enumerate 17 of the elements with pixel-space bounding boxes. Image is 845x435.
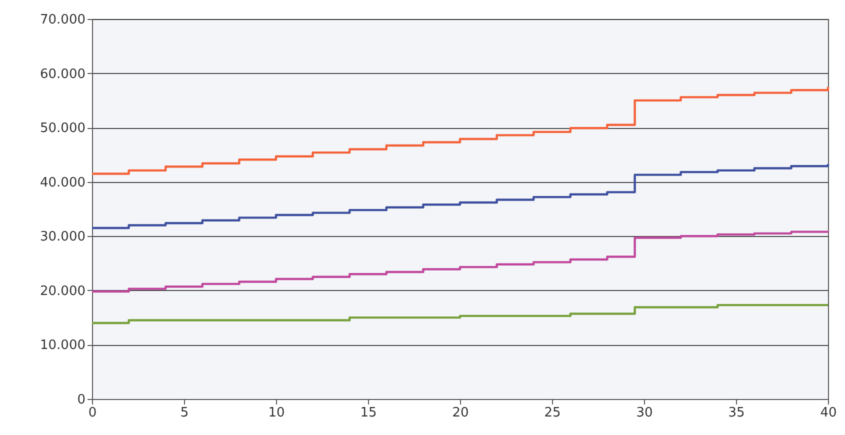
x-tick-label: 25 — [544, 406, 561, 420]
y-tick-label: 50.000 — [40, 121, 86, 136]
x-tick-label: 30 — [636, 406, 653, 420]
x-tick-label: 40 — [820, 406, 837, 420]
y-tick-label: 0 — [77, 392, 86, 408]
y-tick-label: 60.000 — [40, 66, 86, 82]
x-tick-label: 5 — [180, 406, 189, 420]
x-tick-label: 35 — [728, 406, 745, 420]
y-tick-label: 20.000 — [40, 284, 86, 299]
y-tick-label: 70.000 — [40, 12, 86, 28]
x-tick-label: 20 — [452, 406, 469, 420]
y-tick-label: 30.000 — [40, 230, 86, 245]
y-tick-label: 40.000 — [40, 175, 86, 190]
x-tick-label: 10 — [268, 406, 285, 420]
x-tick-label: 15 — [360, 406, 377, 420]
x-tick-label: 0 — [88, 406, 97, 420]
y-tick-label: 10.000 — [40, 338, 86, 354]
